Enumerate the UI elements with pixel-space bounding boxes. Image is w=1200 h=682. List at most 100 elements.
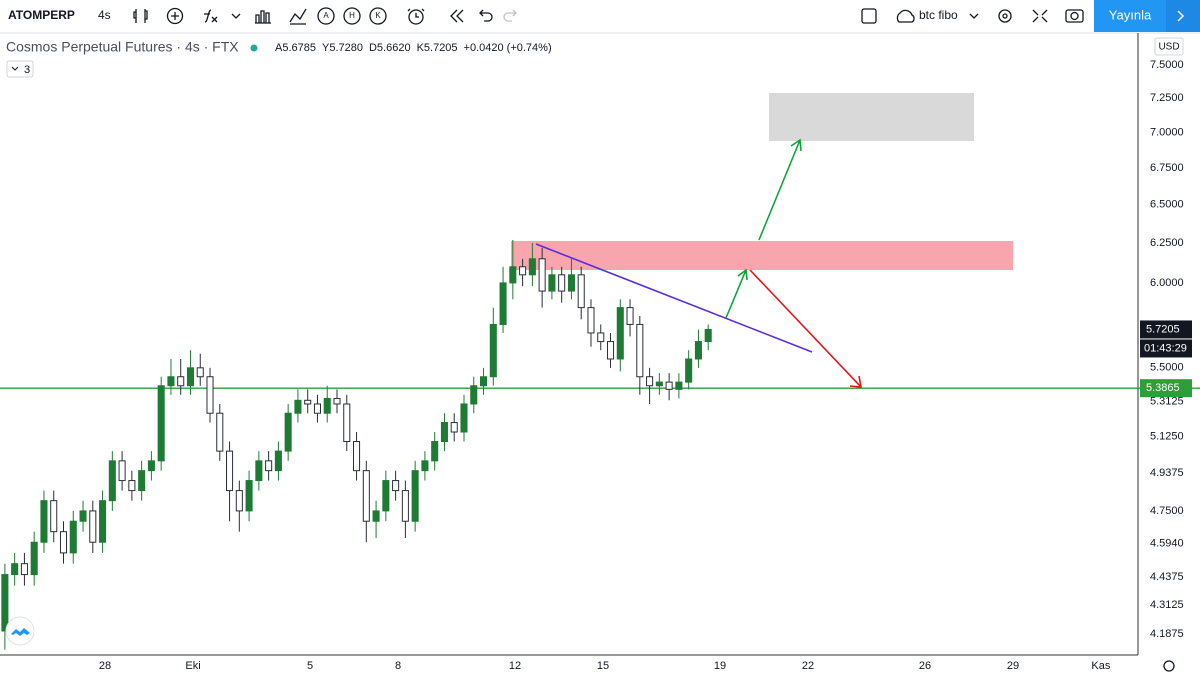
x-tick-label: 28: [99, 660, 111, 672]
candle-body: [411, 470, 419, 522]
undo-icon[interactable]: [479, 9, 493, 22]
candle-body: [382, 480, 390, 512]
collapse-count: 3: [24, 64, 30, 76]
candle-body: [274, 450, 282, 472]
candle-body: [343, 403, 351, 443]
candle-body: [675, 381, 683, 390]
candle-body: [245, 480, 253, 512]
fullscreen-icon[interactable]: [1032, 9, 1048, 23]
candle-body: [313, 403, 321, 414]
axis-settings[interactable]: [1163, 660, 1175, 672]
y-tick-label: 4.3125: [1150, 599, 1184, 611]
candle-body: [470, 385, 478, 405]
y-tick-label: 6.2500: [1150, 237, 1184, 249]
layout-name[interactable]: btc fibo: [919, 8, 958, 22]
y-tick-label: 5.3125: [1150, 396, 1184, 408]
arrow-up: [758, 138, 802, 241]
candle-body: [138, 470, 146, 492]
candle-body: [499, 282, 507, 325]
hline-box: [1140, 379, 1192, 398]
candle-body: [89, 510, 97, 543]
alert-icon[interactable]: [408, 9, 424, 25]
candle-body: [11, 563, 19, 576]
trend-line: [535, 243, 813, 353]
candle-body: [519, 266, 527, 276]
candle-body: [323, 397, 331, 414]
candle-body: [538, 258, 546, 292]
candle-body: [577, 274, 585, 309]
currency-box[interactable]: [1154, 37, 1184, 56]
x-tick-label: 15: [597, 660, 609, 672]
candles: [1, 239, 712, 650]
candle-body: [606, 341, 615, 360]
collapse-box[interactable]: [6, 60, 34, 78]
indicator-circle[interactable]: [343, 7, 361, 25]
candle-body: [235, 490, 243, 512]
candle-body: [597, 332, 605, 343]
dropdown[interactable]: [231, 13, 241, 19]
candle-body: [30, 541, 38, 576]
indicator-circle[interactable]: [317, 7, 335, 25]
last-price-box: [1140, 320, 1192, 339]
y-tick-label: 4.9375: [1150, 467, 1184, 479]
redo-icon[interactable]: [503, 9, 517, 22]
candle-body: [509, 266, 517, 284]
candle-body: [108, 460, 116, 502]
indicator-circle[interactable]: [369, 7, 387, 25]
candle-body: [528, 258, 536, 276]
publish-button[interactable]: [1094, 0, 1166, 32]
candle-body: [186, 367, 195, 387]
y-tick-label: 6.0000: [1150, 277, 1184, 289]
symbol[interactable]: ATOMPERP: [8, 8, 75, 22]
candle-body: [304, 399, 312, 405]
add-icon[interactable]: [166, 7, 184, 25]
replay-icon[interactable]: [450, 9, 464, 23]
cloud-icon[interactable]: [896, 9, 915, 23]
candle-body: [118, 460, 126, 482]
candle-body: [40, 500, 48, 543]
candle-body: [450, 422, 458, 433]
snapshot-icon[interactable]: [1065, 9, 1084, 23]
candle-body: [616, 307, 624, 360]
candle-body: [50, 500, 58, 533]
legend-title: Cosmos Perpetual Futures · 4s · FTX: [6, 39, 239, 55]
candle-body: [587, 307, 595, 334]
resistance-zone: [511, 241, 1013, 270]
candle-body: [548, 274, 556, 292]
candle-body: [460, 403, 468, 433]
candle-body: [196, 367, 204, 378]
ohlc-value: D5.6620: [369, 42, 411, 54]
candle-body: [353, 441, 361, 472]
chevron: [1177, 10, 1185, 22]
status-dot: [250, 44, 258, 52]
candle-body: [655, 381, 663, 387]
candle-body: [333, 397, 341, 405]
candle-body: [265, 460, 273, 472]
settings-icon[interactable]: [998, 9, 1012, 23]
candle-icon[interactable]: [133, 9, 148, 23]
candle-body: [1, 574, 9, 632]
dropdown[interactable]: [969, 13, 979, 19]
candle-body: [177, 376, 185, 387]
candle-body: [489, 323, 497, 378]
x-tick-label: 5: [307, 660, 313, 672]
fx-icon[interactable]: [204, 9, 218, 23]
y-tick-label: 6.5000: [1150, 199, 1184, 211]
target-box: [769, 93, 974, 141]
y-tick-label: 5.1250: [1150, 431, 1184, 443]
candle-body: [479, 376, 488, 387]
bars-icon[interactable]: [255, 10, 271, 24]
x-tick-label: 8: [395, 660, 401, 672]
layout-icon[interactable]: [861, 8, 877, 24]
plot: [0, 93, 1200, 389]
indicator-letter: A: [323, 11, 329, 20]
candle-body: [79, 510, 87, 522]
interval[interactable]: 4s: [98, 8, 111, 22]
logo[interactable]: [5, 616, 35, 646]
compare-icon[interactable]: [289, 8, 307, 25]
y-tick-label: 7.0000: [1150, 126, 1184, 138]
candle-body: [665, 381, 673, 390]
candle-body: [685, 358, 693, 383]
candle-body: [431, 441, 439, 462]
